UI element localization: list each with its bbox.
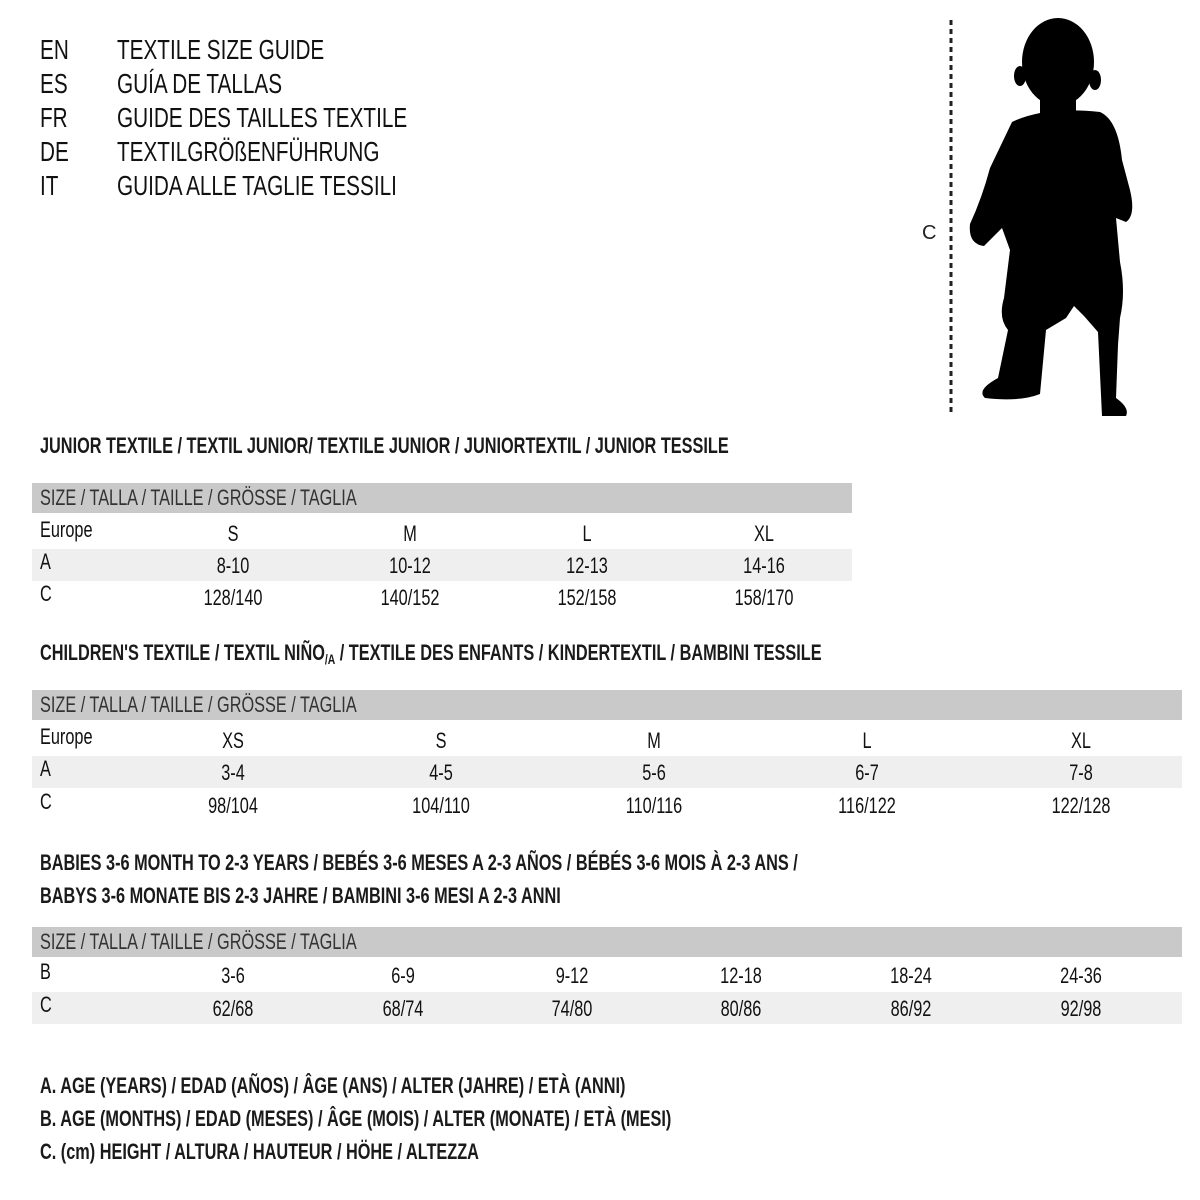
row-background [32,549,852,581]
table-cell: 6-9 [391,963,415,988]
row-label: B [40,959,51,984]
table-cell: 6-7 [855,760,879,785]
row-label: C [40,581,52,606]
section-title-text-rest: / TEXTILE DES ENFANTS / KINDERTEXTIL / B… [335,640,822,665]
section-title-text: BABIES 3-6 MONTH TO 2-3 YEARS / BEBÉS 3-… [40,850,798,875]
table-cell: 3-6 [221,963,245,988]
table-cell: 8-10 [216,553,250,578]
lang-code: DE [40,136,69,167]
table-cell: 98/104 [208,793,258,818]
row-label: A [40,756,51,781]
table-cell: XL [754,521,774,546]
table-cell: XL [1071,728,1091,753]
table-cell: S [435,728,447,753]
row-label: C [40,789,52,814]
row-background [32,756,1182,788]
title-line: GUIDE DES TAILLES TEXTILE [117,102,408,133]
row-label: C [40,992,52,1017]
section-title: CHILDREN'S TEXTILE / TEXTIL NIÑO/A / TEX… [40,638,822,674]
table-cell: 12-18 [720,963,762,988]
table-header-band [32,927,1182,957]
legend-item-c: C. (cm) HEIGHT / ALTURA / HAUTEUR / HÖHE… [40,1139,479,1164]
title-line: GUIDA ALLE TAGLIE TESSILI [117,170,397,201]
table-cell: 122/128 [1051,793,1111,818]
title-line: GUÍA DE TALLAS [117,68,283,99]
table-cell: 140/152 [380,585,440,610]
table-cell: 158/170 [734,585,794,610]
table-cell: 14-16 [743,553,785,578]
section-title-text: JUNIOR TEXTILE / TEXTIL JUNIOR/ TEXTILE … [40,433,729,458]
row-label: Europe [40,517,93,542]
child-silhouette-figure: C [922,18,1133,416]
lang-code: EN [40,34,69,65]
table-cell: S [227,521,239,546]
section-title-text: CHILDREN'S TEXTILE / TEXTIL NIÑO [40,640,325,665]
title-line: TEXTILGRÖßENFÜHRUNG [117,136,380,167]
section-title: BABIES 3-6 MONTH TO 2-3 YEARS / BEBÉS 3-… [40,848,798,878]
table-cell: 5-6 [642,760,666,785]
child-silhouette-icon [969,18,1133,416]
table-cell: 9-12 [555,963,589,988]
lang-code: FR [40,102,68,133]
table-cell: L [582,521,592,546]
lang-code: ES [40,68,68,99]
table-cell: 62/68 [212,996,254,1021]
row-background [32,992,1182,1024]
table-header-label: SIZE / TALLA / TAILLE / GRÖSSE / TAGLIA [40,929,357,954]
table-cell: M [403,521,417,546]
table-header-label: SIZE / TALLA / TAILLE / GRÖSSE / TAGLIA [40,692,357,717]
table-cell: 24-36 [1060,963,1102,988]
table-header-label: SIZE / TALLA / TAILLE / GRÖSSE / TAGLIA [40,485,357,510]
table-cell: 74/80 [551,996,593,1021]
table-cell: 92/98 [1060,996,1102,1021]
table-cell: M [647,728,661,753]
table-cell: 128/140 [203,585,263,610]
table-cell: 80/86 [720,996,762,1021]
table-cell: 152/158 [557,585,617,610]
table-cell: 4-5 [429,760,453,785]
legend-item-b: B. AGE (MONTHS) / EDAD (MESES) / ÂGE (MO… [40,1106,672,1131]
section-title-subscript: /A [324,651,336,667]
table-cell: 10-12 [389,553,431,578]
table-cell: 110/116 [625,793,683,818]
table-cell: 3-4 [221,760,245,785]
table-cell: 18-24 [890,963,932,988]
table-cell: 116/122 [838,793,896,818]
section-title-line2: BABYS 3-6 MONATE BIS 2-3 JAHRE / BAMBINI… [40,883,561,908]
height-measure-label: C [922,222,936,244]
title-line: TEXTILE SIZE GUIDE [117,34,325,65]
table-cell: 68/74 [382,996,424,1021]
table-cell: XS [222,728,244,753]
table-header-band [32,690,1182,720]
row-label: A [40,549,51,574]
legend-item-a: A. AGE (YEARS) / EDAD (AÑOS) / ÂGE (ANS)… [40,1073,626,1098]
table-cell: 104/110 [412,793,470,818]
table-cell: 7-8 [1069,760,1093,785]
section-title: JUNIOR TEXTILE / TEXTIL JUNIOR/ TEXTILE … [40,431,729,461]
table-cell: 86/92 [890,996,932,1021]
row-label: Europe [40,724,93,749]
table-cell: 12-13 [566,553,608,578]
lang-code: IT [40,170,59,201]
table-cell: L [862,728,872,753]
table-header-band [32,483,852,513]
